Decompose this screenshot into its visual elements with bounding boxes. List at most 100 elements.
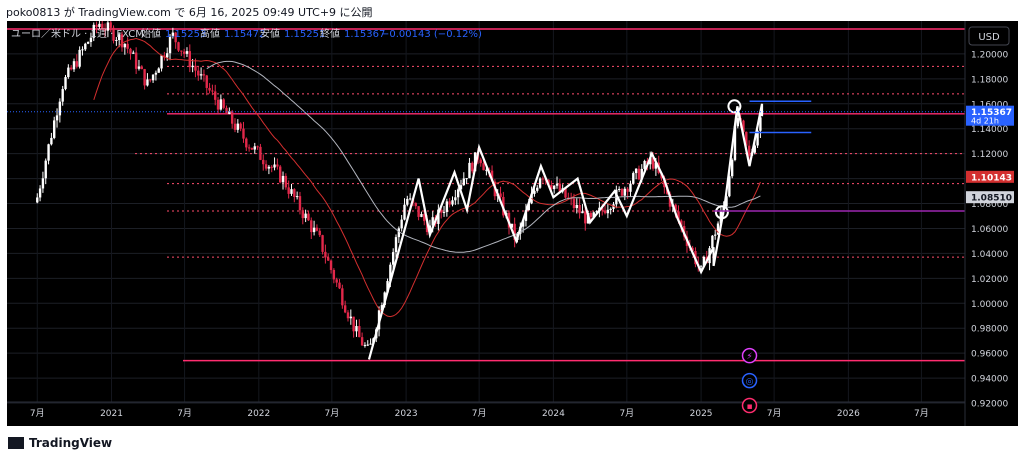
candle-body <box>262 159 265 165</box>
candle-body <box>513 223 516 240</box>
candle-body <box>456 189 460 198</box>
grid <box>7 21 965 404</box>
time-axis[interactable]: 7月 2021 7月 2022 7月 2023 7月 2024 7月 2025 7月 2026 7月 <box>7 401 965 419</box>
candle-body <box>637 168 641 180</box>
moving-averages <box>93 37 761 318</box>
candle-body <box>278 166 282 183</box>
ma-long-tag <box>966 191 1014 204</box>
candle-body <box>245 138 248 148</box>
candle-body <box>338 282 341 289</box>
time-tick-label: 7月 <box>472 408 487 419</box>
candle-body <box>699 265 703 267</box>
candle-body <box>623 188 627 196</box>
event-icon-glyph: ◎ <box>746 377 754 387</box>
candle-body <box>442 211 446 213</box>
candle-body <box>578 204 581 214</box>
candle-body <box>462 178 466 186</box>
candle-body <box>84 43 87 50</box>
candle-body <box>315 227 319 231</box>
price-tick-label: 1.20000 <box>971 50 1008 60</box>
ma-short-tag-text: 1.10143 <box>971 173 1012 183</box>
tradingview-mark-icon <box>8 437 24 449</box>
candle-body <box>609 208 612 210</box>
legend-low-value: 1.15251 <box>284 29 325 40</box>
event-icons[interactable]: ⚡ ◎ ▪ <box>741 347 758 414</box>
candle-body <box>589 212 593 218</box>
price-chart[interactable]: 1.200001.180001.160001.140001.120001.100… <box>7 15 1018 426</box>
wave-circle <box>714 205 729 220</box>
candle-body <box>575 204 578 209</box>
candle-body <box>123 43 127 48</box>
candle-body <box>471 162 474 172</box>
candle-body <box>230 111 234 124</box>
candle-body <box>327 257 330 261</box>
candle-body <box>400 219 403 229</box>
candle-body <box>290 189 293 194</box>
candle-body <box>132 52 135 54</box>
candle-body <box>208 87 211 91</box>
price-tick-label: 1.12000 <box>971 150 1008 160</box>
candle-body <box>216 99 220 110</box>
price-tick-label: 1.06000 <box>971 225 1008 235</box>
legend-change: −0.00143 (−0.12%) <box>381 29 482 40</box>
us-flag-icon[interactable]: ▪ <box>741 397 758 414</box>
tradingview-logo[interactable]: TradingView <box>8 436 112 450</box>
candle-body <box>451 200 454 205</box>
candle-body <box>284 175 288 188</box>
time-tick-label: 2023 <box>395 409 418 419</box>
candle-body <box>318 230 321 236</box>
candle-body <box>643 160 646 169</box>
candle-body <box>75 61 79 67</box>
candle-body <box>380 305 384 311</box>
candle-body <box>281 175 285 183</box>
candle-body <box>160 55 163 69</box>
candle-body <box>242 128 245 139</box>
candle-body <box>343 305 347 313</box>
candle-body <box>253 146 256 150</box>
candle-body <box>109 22 112 28</box>
time-tick-label: 7月 <box>619 408 634 419</box>
candle-body <box>595 211 598 213</box>
candle-body <box>445 201 449 212</box>
candle-body <box>606 209 610 214</box>
candle-body <box>711 235 714 249</box>
chart-frame[interactable]: 1.200001.180001.160001.140001.120001.100… <box>7 15 1018 426</box>
candle-body <box>219 99 223 110</box>
currency-button[interactable] <box>968 26 1010 46</box>
candle-body <box>202 74 206 76</box>
legend-open-label: 始値 <box>141 27 161 40</box>
candle-body <box>247 147 251 149</box>
candle-body <box>89 37 93 43</box>
candle-body <box>397 228 401 238</box>
candle-body <box>321 235 324 252</box>
candle-body <box>106 22 110 31</box>
plot-area[interactable] <box>7 21 965 426</box>
candle-body <box>58 101 62 116</box>
candle-body <box>194 65 197 71</box>
candle-body <box>408 198 412 200</box>
price-axis[interactable]: 1.200001.180001.160001.140001.120001.100… <box>964 21 1008 426</box>
candle-body <box>468 162 471 179</box>
candle-body <box>423 214 426 222</box>
candle-body <box>674 204 677 212</box>
candle-body <box>236 123 240 130</box>
candle-body <box>521 220 525 227</box>
candle-body <box>287 187 290 194</box>
candle-body <box>205 75 208 88</box>
globe-icon[interactable]: ◎ <box>741 372 758 389</box>
candle-body <box>730 159 734 177</box>
lightning-icon[interactable]: ⚡ <box>741 347 758 364</box>
candle-body <box>146 79 149 86</box>
candle-body <box>485 169 488 171</box>
candle-body <box>632 173 635 184</box>
candle-body <box>92 24 95 38</box>
candle-body <box>640 168 643 180</box>
time-tick-label: 7月 <box>324 408 339 419</box>
candle-body <box>592 212 595 218</box>
candle-body <box>617 188 621 190</box>
candle-body <box>626 188 629 192</box>
candle-body <box>349 316 353 319</box>
time-tick-label: 7月 <box>30 408 45 419</box>
candle-body <box>137 66 141 69</box>
event-icon-glyph: ⚡ <box>746 352 752 362</box>
